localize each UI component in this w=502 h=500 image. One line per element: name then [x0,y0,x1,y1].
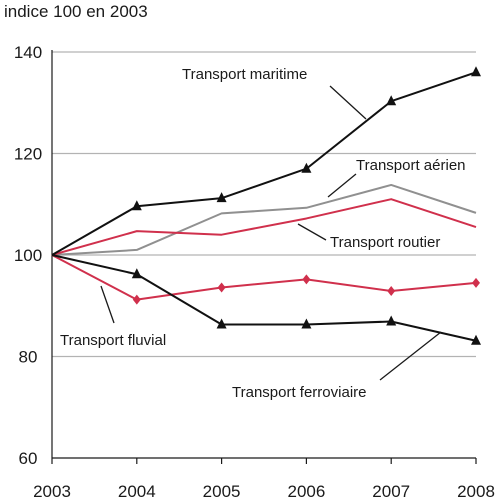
series-label-transport-aerien: Transport aérien [356,157,466,174]
axes [51,50,477,464]
x-tick-label-2004: 2004 [118,482,156,500]
series-label-transport-ferroviaire: Transport ferroviaire [232,384,367,401]
leader-line-transport-ferroviaire [379,331,442,381]
y-tick-label-140: 140 [14,43,42,62]
leader-line-transport-maritime [329,85,367,120]
marker-transport-maritime-2008 [471,66,481,77]
marker-transport-ferroviaire-2007 [386,315,397,326]
marker-transport-fluvial-2007 [387,286,396,297]
series-line-transport-aerien [51,183,477,256]
gridlines [52,51,476,358]
series-label-transport-fluvial: Transport fluvial [60,332,166,349]
x-tick-label-2003: 2003 [33,482,71,500]
series-line-transport-routier [51,198,477,256]
unit-label: indice 100 en 2003 [4,2,148,21]
y-axis-tick-labels: 60 80 100 120 140 [14,43,42,468]
marker-transport-maritime-2004 [131,200,142,211]
series-line-transport-ferroviaire [51,254,477,342]
x-tick-label-2007: 2007 [372,482,410,500]
y-tick-label-60: 60 [19,449,38,468]
leader-line-transport-fluvial [100,285,115,324]
series-label-transport-routier: Transport routier [330,234,440,251]
marker-transport-maritime-2005 [216,192,227,203]
series-label-transport-maritime: Transport maritime [182,66,307,83]
x-tick-label-2008: 2008 [457,482,495,500]
series-labels: Transport maritime Transport aérien Transp… [60,66,466,401]
series-line-transport-fluvial [51,254,477,301]
leader-line-transport-routier [297,223,327,241]
series-markers [131,66,481,345]
leader-line-transport-aerien [327,173,357,198]
series-lines [51,71,477,342]
marker-transport-ferroviaire-2008 [471,334,481,345]
y-tick-label-80: 80 [19,348,38,367]
marker-transport-maritime-2006 [301,162,312,173]
x-tick-label-2006: 2006 [287,482,325,500]
marker-transport-ferroviaire-2005 [216,318,227,329]
x-axis-tick-labels: 2003 2004 2005 2006 2007 2008 [33,482,495,500]
x-tick-label-2005: 2005 [203,482,241,500]
marker-transport-fluvial-2008 [472,277,480,288]
y-tick-label-100: 100 [14,246,42,265]
y-tick-label-120: 120 [14,145,42,164]
series-line-transport-maritime [51,71,477,256]
marker-transport-fluvial-2004 [132,294,141,305]
marker-transport-ferroviaire-2004 [131,268,142,279]
marker-transport-fluvial-2005 [217,282,226,293]
marker-transport-fluvial-2006 [302,274,311,285]
marker-transport-ferroviaire-2006 [301,318,312,329]
marker-transport-maritime-2007 [386,95,397,106]
